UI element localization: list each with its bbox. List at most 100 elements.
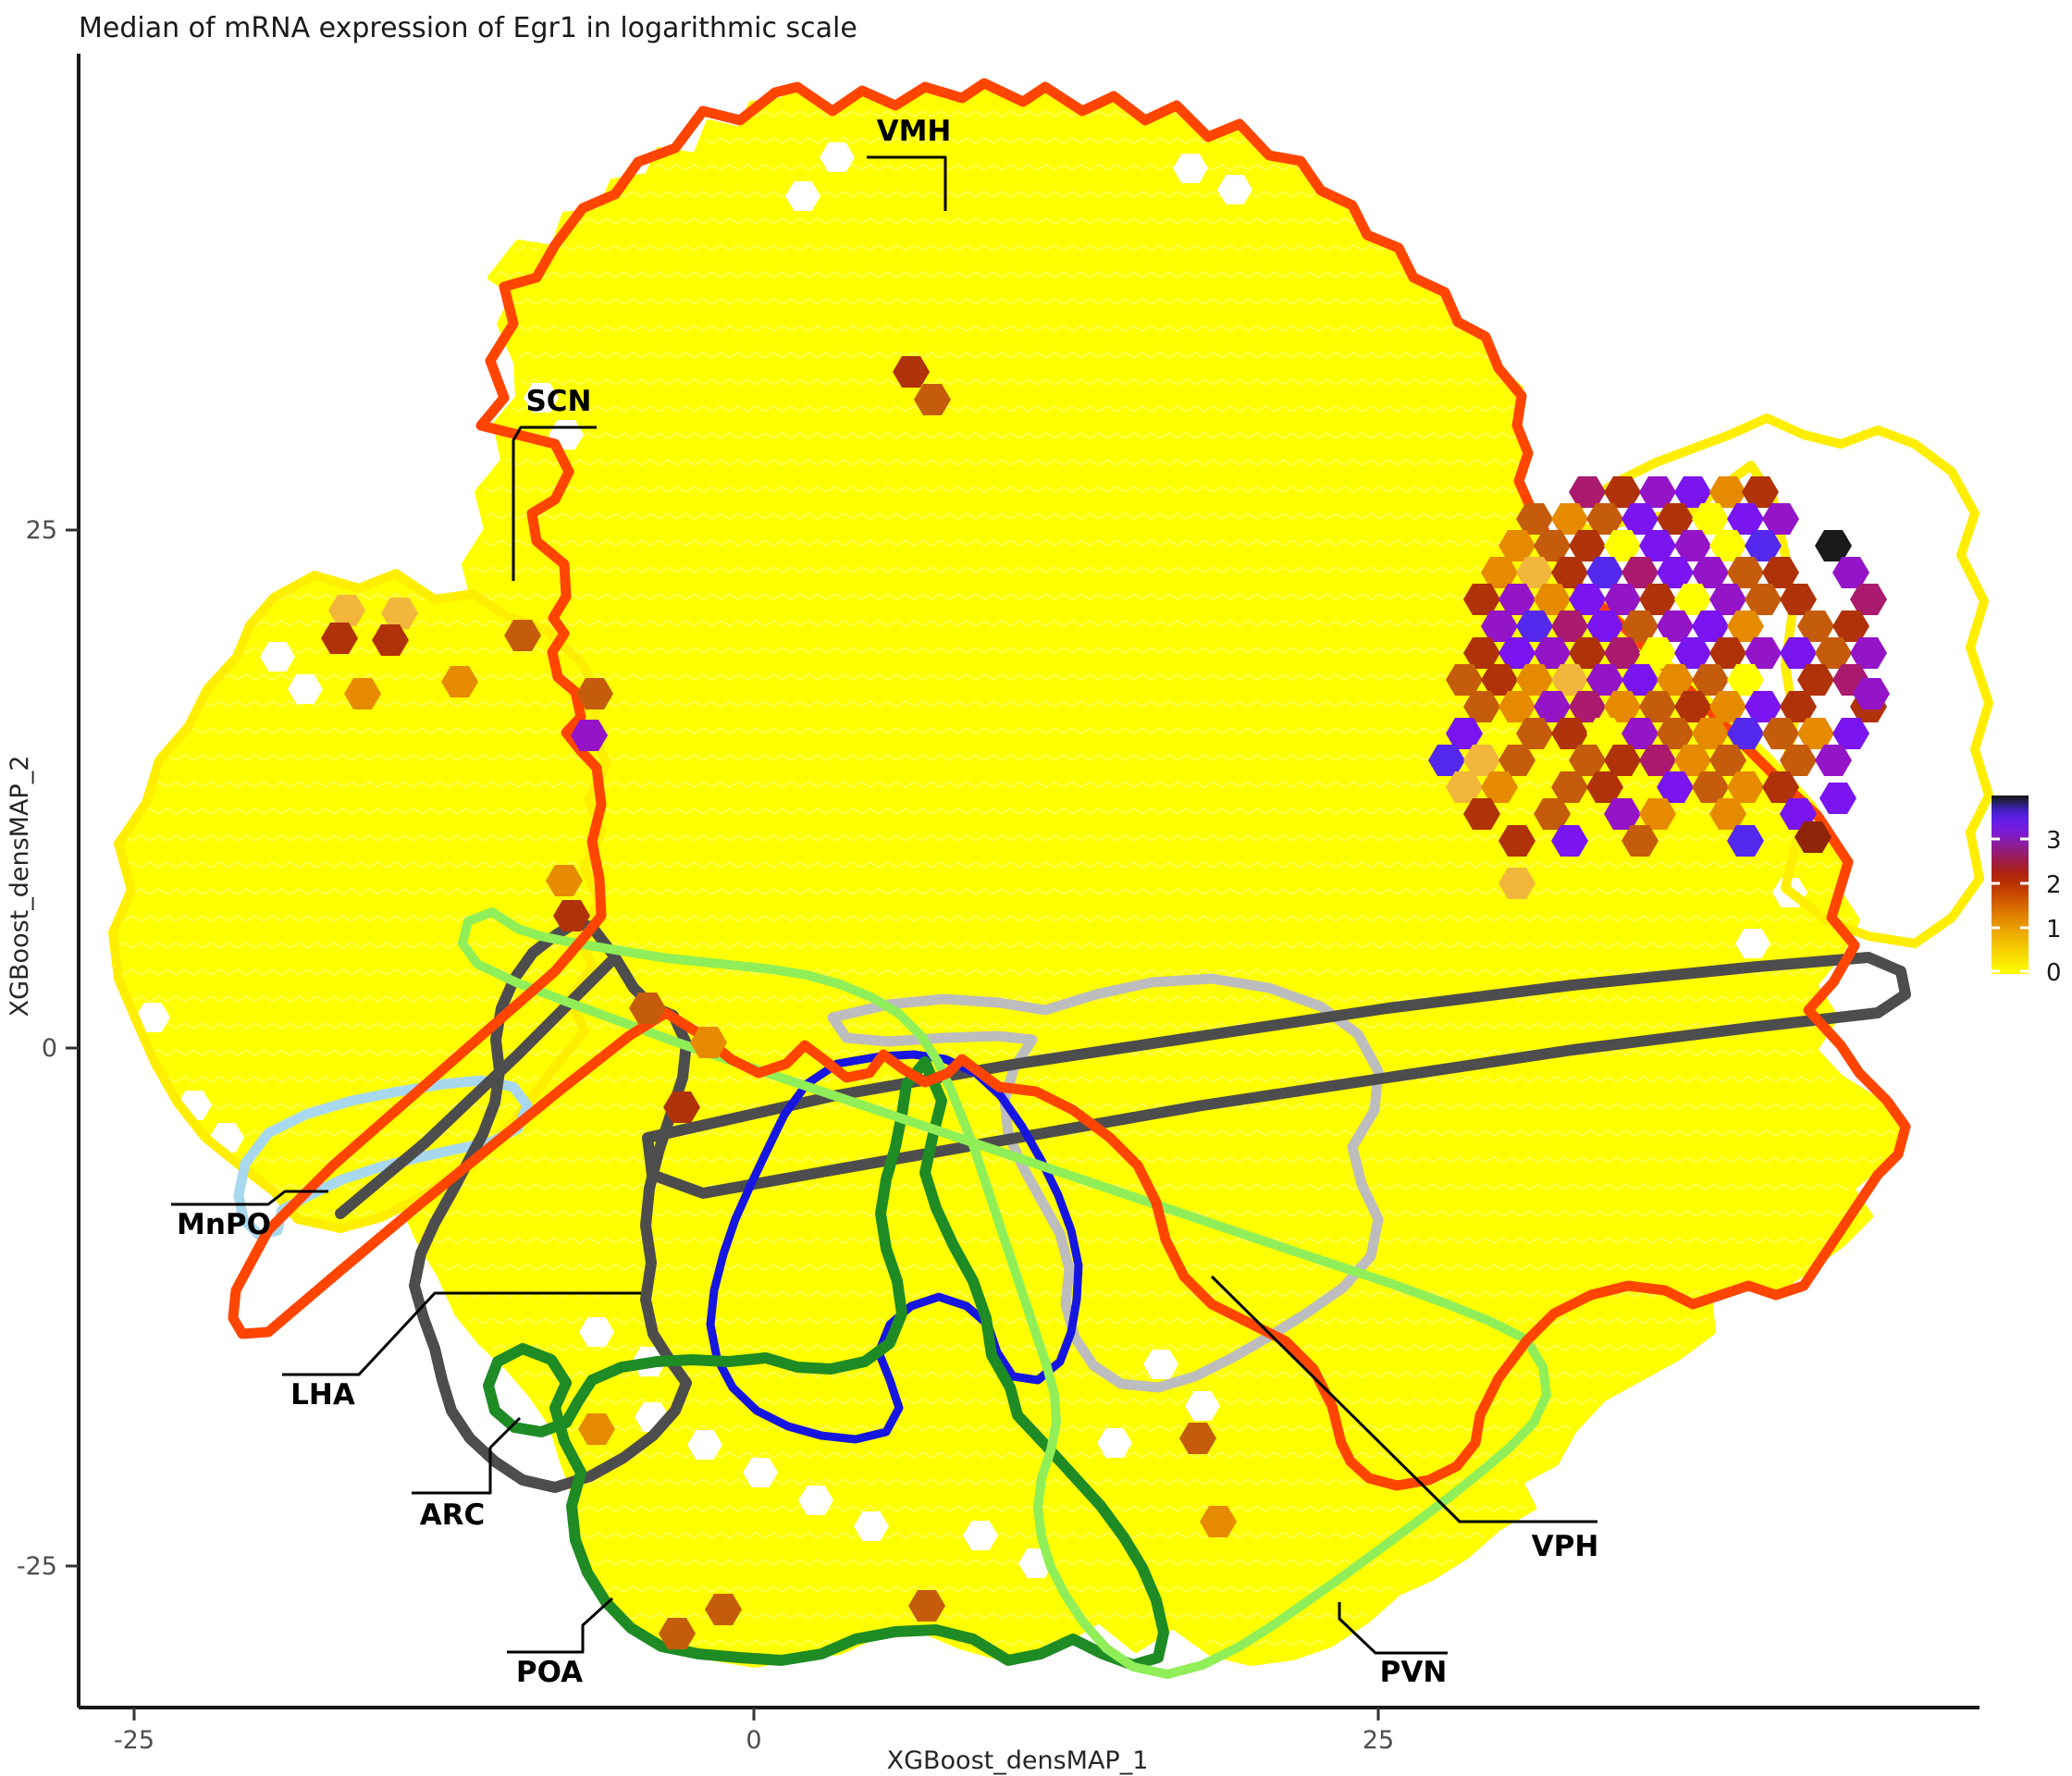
hex-cell	[1498, 825, 1536, 857]
hex-cell	[1692, 771, 1729, 803]
x-tick-label: 25	[1363, 1726, 1394, 1755]
hex-cell	[1762, 771, 1799, 803]
hex-cell	[1727, 825, 1764, 857]
hex-cell	[1762, 718, 1799, 749]
hex-cell	[1463, 584, 1500, 615]
hex-cell	[1586, 664, 1623, 696]
hex-cell	[1853, 678, 1890, 709]
hex-cell	[1446, 771, 1483, 803]
hex-cell	[1516, 557, 1553, 588]
hex-cell	[1692, 610, 1729, 642]
hex-cell	[1569, 691, 1606, 722]
hex-cell	[1516, 718, 1553, 749]
hex-cell	[1604, 691, 1641, 722]
hex-cell	[1569, 637, 1606, 669]
hex-cell	[1622, 718, 1659, 749]
hex-cell	[1692, 718, 1729, 749]
hex-cell	[553, 900, 590, 931]
hex-cell	[1762, 557, 1799, 588]
colorbar-tick-label: 2	[2046, 871, 2062, 899]
hex-cell	[381, 598, 418, 629]
y-axis-ticks: 25 0 -25	[17, 516, 79, 1581]
colorbar: 3 2 1 0	[1992, 796, 2062, 987]
hex-cell	[1639, 691, 1676, 722]
hex-cell	[1709, 745, 1746, 776]
hex-cell	[1639, 584, 1676, 615]
hex-cell	[1604, 476, 1641, 508]
hex-cell	[1446, 664, 1483, 696]
hex-cell	[1498, 637, 1536, 669]
region-label-ARC: ARC	[420, 1498, 486, 1532]
hex-cell	[1551, 718, 1588, 749]
hex-cell	[1200, 1506, 1237, 1537]
hex-cell	[1604, 745, 1641, 776]
hex-cell	[1657, 610, 1694, 642]
hex-cell	[1551, 610, 1588, 642]
hex-cell	[1727, 503, 1764, 535]
hex-cell	[1481, 557, 1518, 588]
colorbar-tick-label: 1	[2046, 916, 2062, 944]
region-label-MnPO: MnPO	[177, 1208, 271, 1241]
hex-cell	[1498, 530, 1536, 561]
hex-cell	[1481, 771, 1518, 803]
hex-cell	[1745, 530, 1782, 561]
hex-cell	[659, 1618, 696, 1649]
colorbar-tick-marks	[1992, 837, 2029, 973]
hex-cell	[1745, 584, 1782, 615]
hex-cell	[690, 1027, 727, 1058]
empty-hex	[524, 383, 559, 413]
hex-cell	[1481, 610, 1518, 642]
empty-hex	[1185, 1391, 1220, 1421]
y-tick-label: 25	[26, 516, 57, 545]
hex-cell	[546, 865, 583, 896]
hex-cell	[504, 620, 541, 651]
x-axis-ticks: -25 0 25	[114, 1708, 1394, 1755]
hex-cell	[1709, 476, 1746, 508]
hex-cell	[908, 1590, 945, 1622]
hex-cell	[1797, 664, 1834, 696]
region-label-LHA: LHA	[290, 1378, 355, 1412]
empty-hex	[135, 1003, 170, 1032]
empty-hex	[579, 1317, 614, 1347]
plot-area: VMH SCN MnPO LHA ARC POA PVN VPH	[108, 78, 1993, 1689]
empty-hex	[1217, 175, 1252, 204]
hex-cell	[1815, 637, 1852, 669]
hex-cell	[1674, 584, 1711, 615]
hex-cell	[1674, 691, 1711, 722]
hex-cell	[1622, 557, 1659, 588]
hex-cell	[1780, 584, 1817, 615]
hex-cell	[1516, 503, 1553, 535]
hex-cell	[1692, 503, 1729, 535]
hex-cell	[1815, 530, 1852, 561]
hex-cell	[1657, 503, 1694, 535]
hex-cell	[1780, 637, 1817, 669]
y-tick-label: -25	[17, 1552, 57, 1581]
empty-hex	[288, 674, 323, 704]
y-axis-title: XGBoost_densMAP_2	[6, 756, 34, 1018]
hex-cell	[1463, 798, 1500, 830]
hex-cell	[1727, 718, 1764, 749]
hex-cell	[1657, 557, 1694, 588]
hex-cell	[1604, 530, 1641, 561]
hex-cell	[1586, 503, 1623, 535]
hex-cell	[321, 623, 358, 654]
hex-cell	[914, 384, 951, 415]
hex-cell	[1657, 771, 1694, 803]
hex-cell	[576, 678, 613, 709]
hex-mass-main	[386, 79, 1905, 1668]
hex-cell	[1709, 691, 1746, 722]
hex-cell	[1551, 503, 1588, 535]
hex-cell	[571, 720, 608, 751]
hex-cell	[1709, 798, 1746, 830]
hex-cell	[344, 678, 381, 709]
hex-cell	[1516, 610, 1553, 642]
hex-cell	[663, 1092, 700, 1123]
leader-line-MnPO	[171, 1190, 328, 1206]
hex-cell	[1709, 637, 1746, 669]
hex-cell	[1551, 557, 1588, 588]
hex-cell	[1745, 637, 1782, 669]
hex-cell	[1481, 664, 1518, 696]
hex-cell	[1586, 557, 1623, 588]
hex-cell	[1534, 637, 1571, 669]
